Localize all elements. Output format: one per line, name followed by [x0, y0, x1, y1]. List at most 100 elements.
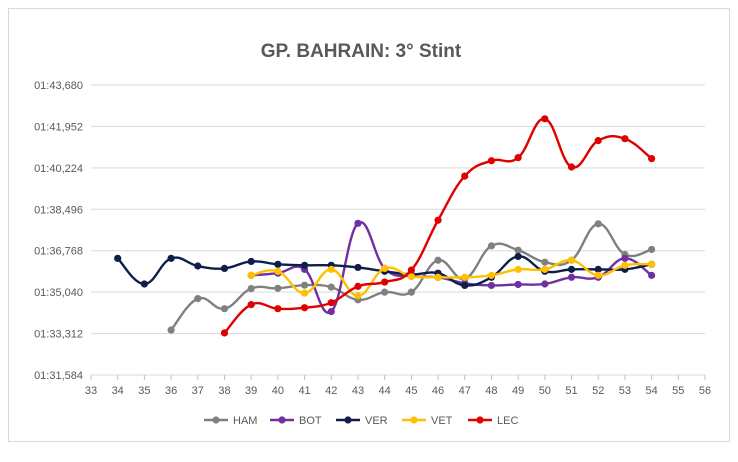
- data-point-vet: [274, 267, 282, 275]
- x-tick-label: 52: [592, 385, 604, 397]
- x-tick-label: 35: [138, 385, 150, 397]
- legend-item-ver: VER: [336, 415, 388, 427]
- x-tick-label: 34: [112, 385, 124, 397]
- x-tick-label: 45: [405, 385, 417, 397]
- legend-marker-lec: [476, 416, 484, 424]
- legend: HAM BOT VER VET LEC: [204, 415, 518, 427]
- y-tick-label: 01:31,584: [34, 370, 83, 382]
- legend-item-vet: VET: [402, 415, 453, 427]
- data-point-bot: [327, 307, 335, 316]
- data-point-vet: [354, 292, 362, 300]
- data-point-ver: [274, 260, 282, 268]
- data-point-lec: [487, 157, 496, 165]
- data-point-lec: [567, 163, 576, 171]
- series-layer: [114, 115, 656, 337]
- data-point-lec: [354, 282, 362, 290]
- data-point-ham: [194, 295, 202, 303]
- data-point-ham: [434, 256, 442, 264]
- chart-frame: GP. BAHRAIN: 3° Stint 01:31,584 01:33,312…: [8, 8, 730, 442]
- data-point-bot: [514, 280, 522, 289]
- data-point-lec: [327, 299, 335, 307]
- y-tick-label: 01:35,040: [34, 287, 83, 299]
- legend-item-bot: BOT: [270, 415, 322, 427]
- data-point-ham: [247, 284, 255, 293]
- data-point-ver: [140, 280, 148, 288]
- data-point-ham: [541, 258, 549, 266]
- y-tick-label: 01:43,680: [34, 80, 83, 92]
- data-point-lec: [407, 266, 415, 274]
- data-point-ham: [300, 281, 309, 289]
- x-tick-label: 42: [325, 385, 337, 397]
- data-point-vet: [247, 271, 255, 279]
- data-point-ham: [648, 245, 656, 254]
- legend-label-bot: BOT: [299, 415, 322, 427]
- y-tick-label: 01:40,224: [34, 163, 83, 175]
- x-tick-label: 33: [85, 385, 97, 397]
- series-vet: [247, 256, 656, 300]
- data-point-vet: [567, 256, 576, 264]
- data-point-vet: [514, 265, 522, 273]
- data-point-vet: [434, 273, 442, 281]
- series-lec: [220, 115, 656, 337]
- data-point-ver: [247, 257, 255, 266]
- data-point-ver: [114, 254, 122, 262]
- data-point-lec: [381, 278, 389, 286]
- series-line-lec: [223, 117, 653, 335]
- data-point-ham: [487, 242, 496, 250]
- y-tick-label: 01:38,496: [34, 204, 83, 216]
- data-point-ver: [354, 263, 362, 272]
- data-point-vet: [461, 273, 469, 281]
- x-tick-label: 39: [245, 385, 257, 397]
- data-point-lec: [247, 301, 255, 309]
- series-line-vet: [249, 259, 653, 297]
- legend-marker-ham: [212, 416, 220, 424]
- data-point-lec: [514, 154, 522, 162]
- data-point-ham: [220, 305, 229, 313]
- x-tick-label: 41: [298, 385, 310, 397]
- data-point-ver: [567, 265, 576, 273]
- data-point-lec: [300, 304, 309, 312]
- x-tick-label: 49: [512, 385, 524, 397]
- x-tick-label: 46: [432, 385, 444, 397]
- y-axis: 01:31,584 01:33,312 01:35,040 01:36,768 01:3…: [34, 80, 83, 382]
- y-tick-label: 01:41,952: [34, 121, 83, 133]
- x-tick-label: 37: [192, 385, 204, 397]
- data-point-lec: [274, 305, 282, 313]
- data-point-bot: [487, 281, 496, 290]
- data-point-bot: [621, 254, 629, 262]
- x-tick-label: 54: [645, 385, 657, 397]
- data-point-ham: [167, 326, 175, 334]
- chart-title: GP. BAHRAIN: 3° Stint: [261, 41, 462, 62]
- data-point-lec: [541, 115, 549, 123]
- x-axis: 33 34 35 36 37 38 39 40 41 42 43 44 45 46 47 48 49 50 51 52…: [85, 375, 711, 397]
- x-tick-label: 36: [165, 385, 177, 397]
- legend-marker-bot: [278, 416, 286, 424]
- line-chart: GP. BAHRAIN: 3° Stint 01:31,584 01:33,312…: [34, 41, 711, 427]
- data-point-vet: [594, 271, 602, 279]
- data-point-ver: [514, 252, 522, 261]
- legend-item-ham: HAM: [204, 415, 257, 427]
- x-tick-label: 55: [672, 385, 684, 397]
- data-point-vet: [541, 265, 549, 273]
- data-point-ham: [407, 288, 415, 296]
- x-tick-label: 48: [485, 385, 497, 397]
- legend-label-ver: VER: [365, 415, 388, 427]
- data-point-vet: [327, 265, 335, 273]
- data-point-ver: [594, 265, 602, 273]
- x-tick-label: 56: [699, 385, 711, 397]
- data-point-ver: [194, 262, 202, 270]
- data-point-vet: [300, 289, 309, 297]
- data-point-vet: [621, 261, 629, 269]
- data-point-bot: [648, 271, 656, 279]
- x-tick-label: 40: [272, 385, 284, 397]
- data-point-vet: [487, 271, 496, 279]
- legend-marker-ver: [344, 416, 352, 424]
- data-point-lec: [648, 155, 656, 163]
- data-point-ham: [274, 284, 282, 292]
- data-point-lec: [594, 137, 602, 145]
- data-point-ver: [300, 261, 309, 269]
- legend-label-ham: HAM: [233, 415, 257, 427]
- data-point-ver: [220, 264, 229, 273]
- x-tick-label: 51: [565, 385, 577, 397]
- data-point-ham: [594, 220, 602, 228]
